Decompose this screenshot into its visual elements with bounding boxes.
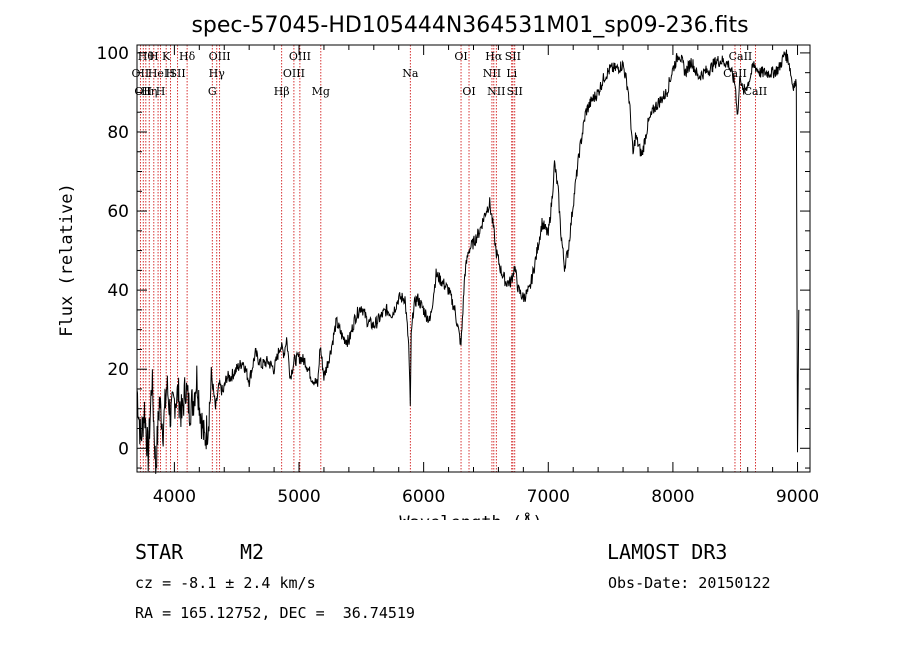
marker-label: Hβ [274, 85, 290, 98]
marker-label: HeI [148, 67, 168, 80]
plot-frame [136, 44, 811, 473]
marker-label: NII [483, 67, 501, 80]
marker-label: Li [506, 67, 517, 80]
marker-label: G [208, 85, 217, 98]
y-tick-label: 20 [107, 360, 129, 380]
x-axis-label: Wavelength (Å) [399, 511, 542, 520]
y-tick-label: 80 [107, 123, 129, 143]
line-markers [139, 45, 756, 472]
x-tick-label: 5000 [277, 487, 320, 507]
marker-label: OI [454, 50, 467, 63]
marker-label: Hγ [209, 67, 226, 80]
obs-date: Obs-Date: 20150122 [608, 574, 771, 592]
y-axis-ticks: 0 20 40 60 80 100 [97, 44, 810, 469]
survey-label: LAMOST DR3 [607, 540, 728, 564]
marker-label: SII [505, 50, 521, 63]
marker-label: H [149, 50, 159, 63]
class-label: STAR [135, 540, 184, 564]
spectrum-chart: spec-57045-HD105444N364531M01_sp09-236.f… [57, 13, 819, 520]
marker-label: H [166, 67, 176, 80]
subclass-label: M2 [240, 540, 265, 564]
marker-label: NII [487, 85, 505, 98]
marker-label: OII [134, 85, 152, 98]
marker-label: OI [462, 85, 475, 98]
marker-label: CaII [744, 85, 768, 98]
x-tick-label: 8000 [651, 487, 694, 507]
y-tick-label: 60 [107, 202, 129, 222]
y-axis-label: Flux (relative) [57, 183, 77, 337]
marker-label: Hη [141, 85, 157, 98]
marker-label: SII [170, 67, 186, 80]
x-tick-label: 7000 [527, 487, 570, 507]
marker-label: CaII [723, 67, 747, 80]
marker-label: OIII [289, 50, 311, 63]
marker-label: H [156, 85, 166, 98]
y-tick-label: 100 [97, 44, 129, 64]
marker-label: CaII [729, 50, 753, 63]
marker-label: Hα [485, 50, 503, 63]
chart-title: spec-57045-HD105444N364531M01_sp09-236.f… [191, 13, 748, 38]
marker-label: OII [132, 67, 150, 80]
x-tick-label: 6000 [402, 487, 445, 507]
marker-label: K [162, 50, 171, 63]
marker-label: Na [402, 67, 419, 80]
spectrum-line [136, 49, 800, 474]
marker-label: SII [507, 85, 523, 98]
marker-label: OIII [209, 50, 231, 63]
marker-label: Hδ [179, 50, 196, 63]
coordinates: RA = 165.12752, DEC = 36.74519 [135, 604, 415, 622]
cz-value: cz = -8.1 ± 2.4 km/s [135, 574, 316, 592]
x-axis-ticks: 4000 5000 6000 7000 8000 9000 [153, 45, 819, 507]
marker-label: OIII [283, 67, 305, 80]
x-tick-label: 4000 [153, 487, 196, 507]
marker-label: Mg [312, 85, 330, 98]
y-tick-label: 40 [107, 281, 129, 301]
y-tick-label: 0 [118, 439, 129, 459]
x-tick-label: 9000 [776, 487, 819, 507]
